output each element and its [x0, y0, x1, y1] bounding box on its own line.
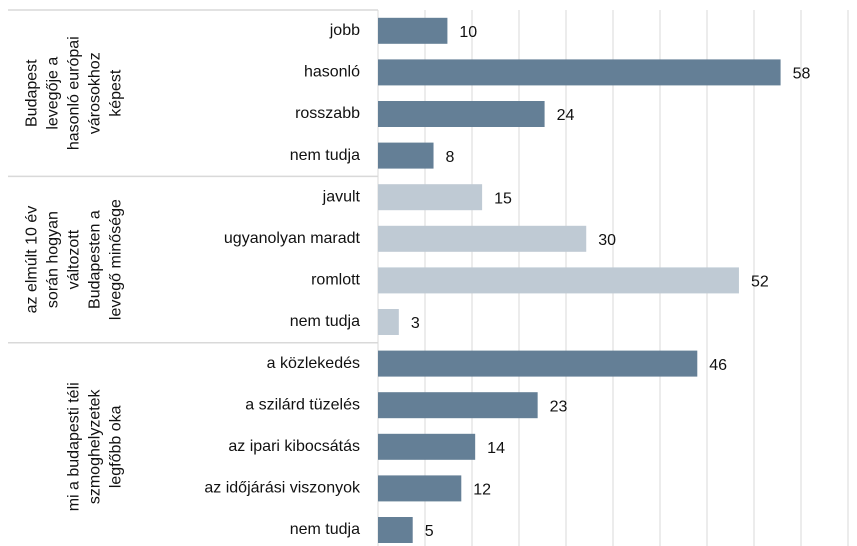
bar — [378, 17, 448, 44]
group-label: legfőbb oka — [108, 405, 125, 488]
group-label: levegője a — [45, 57, 62, 130]
value-label: 3 — [411, 315, 420, 332]
category-label: az ipari kibocsátás — [228, 438, 360, 455]
group-label: levegő minősége — [108, 199, 125, 320]
bar — [378, 392, 538, 419]
category-label: a közlekedés — [267, 355, 360, 372]
category-label: hasonló — [304, 64, 360, 81]
category-label: nem tudja — [290, 521, 360, 538]
bar — [378, 350, 698, 377]
group-label: az elmúlt 10 év — [24, 206, 41, 314]
group-label: hasonló európai — [66, 36, 83, 150]
bar — [378, 59, 781, 86]
bar — [378, 225, 587, 252]
bar — [378, 267, 739, 294]
group-label: során hogyan — [45, 211, 62, 308]
category-label: javult — [322, 188, 361, 205]
value-label: 24 — [557, 107, 575, 124]
group-label: változott — [66, 229, 83, 289]
value-label: 12 — [473, 482, 491, 499]
category-label: romlott — [311, 272, 360, 289]
bar — [378, 475, 462, 502]
group-label: Budapesten a — [87, 210, 104, 309]
group-label: városokhoz — [87, 52, 104, 134]
group-label: mi a budapesti téli — [66, 382, 83, 511]
bar — [378, 433, 476, 460]
value-label: 23 — [550, 398, 568, 415]
value-label: 5 — [425, 523, 434, 540]
category-label: rosszabb — [295, 105, 360, 122]
group-label: Budapest — [24, 59, 41, 127]
bar — [378, 142, 434, 169]
bar — [378, 309, 399, 335]
category-label: az időjárási viszonyok — [204, 480, 361, 497]
bar — [378, 517, 413, 543]
bar — [378, 101, 545, 127]
value-label: 30 — [598, 232, 616, 249]
value-label: 46 — [709, 357, 727, 374]
value-label: 15 — [494, 190, 512, 207]
category-label: ugyanolyan maradt — [224, 230, 361, 247]
value-label: 52 — [751, 274, 769, 291]
value-label: 10 — [459, 24, 477, 41]
category-label: a szilárd tüzelés — [245, 396, 360, 413]
group-label: szmoghelyzetek — [87, 388, 104, 504]
category-label: nem tudja — [290, 147, 360, 164]
category-label: nem tudja — [290, 313, 360, 330]
value-label: 58 — [793, 66, 811, 83]
category-label: jobb — [329, 22, 360, 39]
bar — [378, 184, 483, 211]
value-label: 14 — [487, 440, 505, 457]
group-label: képest — [108, 69, 125, 117]
value-label: 8 — [446, 149, 455, 166]
